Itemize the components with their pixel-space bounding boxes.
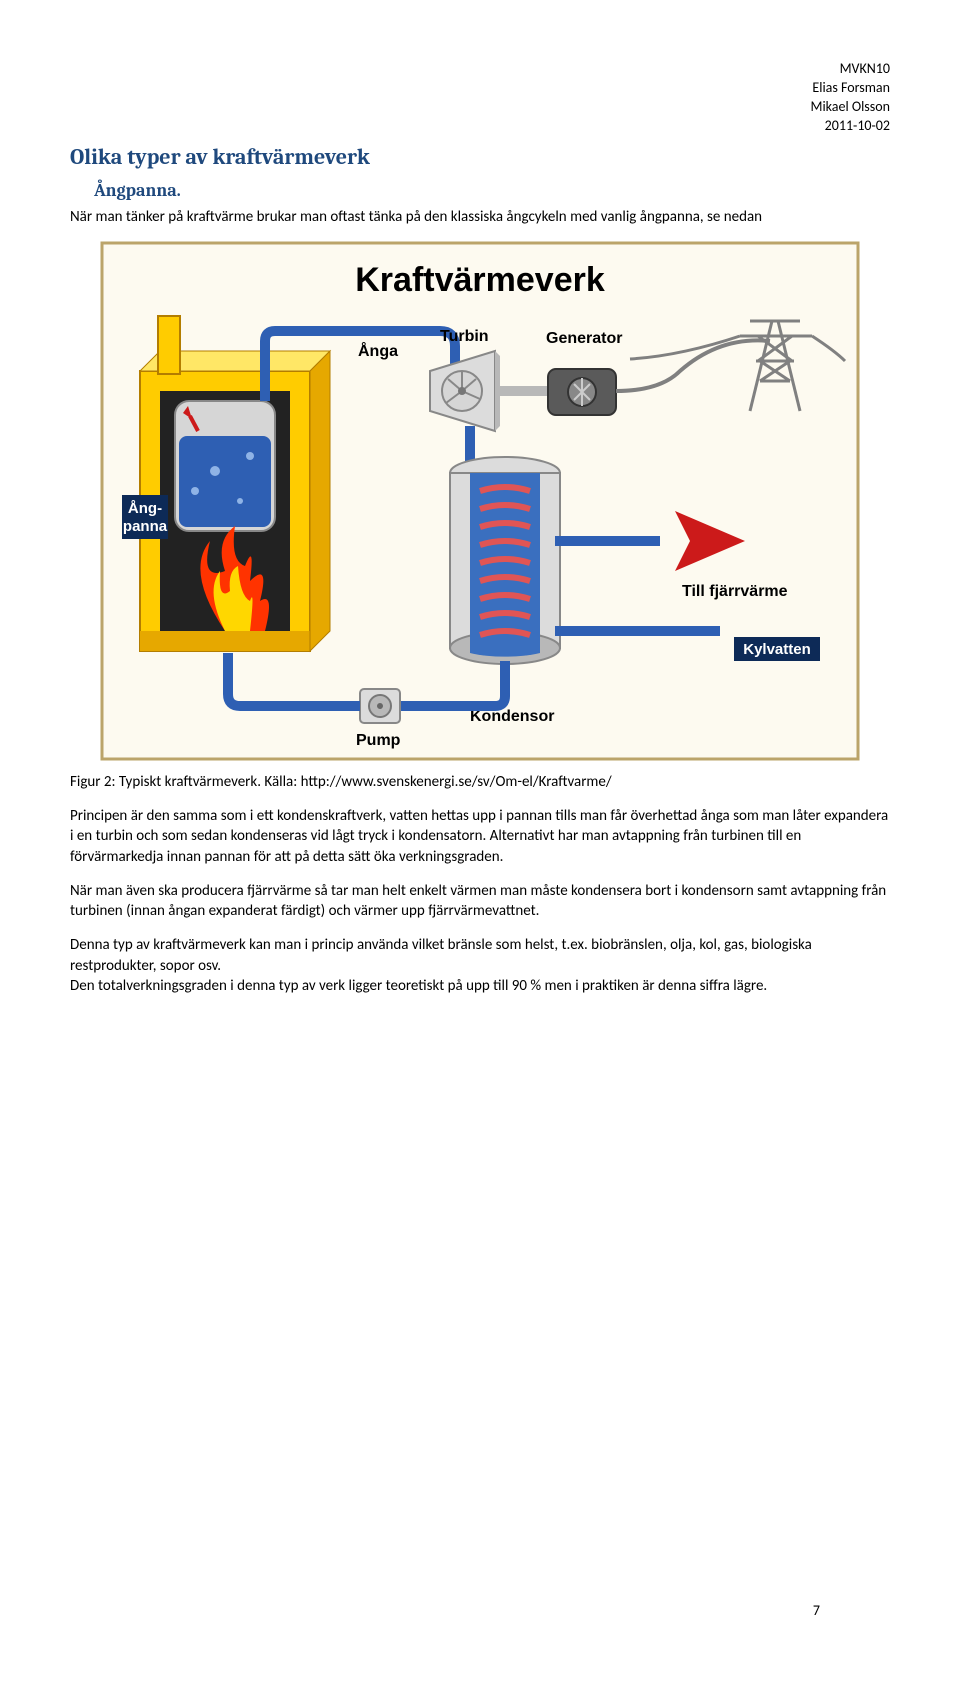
header-name2: Mikael Olsson	[70, 98, 890, 117]
fjarrvarme-label: Till fjärrvärme	[682, 583, 788, 600]
intro-paragraph: När man tänker på kraftvärme brukar man …	[70, 207, 890, 227]
section-title: Olika typer av kraftvärmeverk	[70, 144, 890, 170]
body-paragraph-3: Denna typ av kraftvärmeverk kan man i pr…	[70, 935, 890, 996]
page-number: 7	[813, 1602, 820, 1619]
header-name1: Elias Forsman	[70, 79, 890, 98]
page-header: MVKN10 Elias Forsman Mikael Olsson 2011-…	[70, 60, 890, 136]
svg-text:Ång-: Ång-	[128, 500, 162, 517]
body-paragraph-1: Principen är den samma som i ett kondens…	[70, 806, 890, 867]
kylvatten-label-panel: Kylvatten	[734, 637, 820, 661]
svg-text:panna: panna	[123, 518, 168, 535]
body-paragraph-2: När man även ska producera fjärrvärme så…	[70, 881, 890, 922]
boiler-icon	[140, 316, 330, 651]
generator-icon	[548, 369, 616, 415]
header-date: 2011-10-02	[70, 117, 890, 136]
subsection-title: Ångpanna.	[94, 180, 890, 201]
steam-label: Ånga	[358, 341, 398, 360]
turbine-label: Turbin	[440, 328, 489, 345]
generator-label: Generator	[546, 330, 622, 347]
body-3b: Den totalverkningsgraden i denna typ av …	[70, 977, 767, 995]
kraftvarmeverk-diagram: Kraftvärmeverk Ång- panna Ånga	[100, 241, 860, 761]
kondensor-icon	[450, 457, 560, 664]
boiler-label-panel: Ång- panna	[122, 495, 168, 539]
pump-icon	[360, 689, 400, 723]
body-3a: Denna typ av kraftvärmeverk kan man i pr…	[70, 936, 812, 974]
svg-text:Kylvatten: Kylvatten	[743, 641, 811, 658]
figure-container: Kraftvärmeverk Ång- panna Ånga	[100, 241, 860, 766]
header-course: MVKN10	[70, 60, 890, 79]
pump-label: Pump	[356, 732, 401, 749]
figure-caption: Figur 2: Typiskt kraftvärmeverk. Källa: …	[70, 772, 890, 792]
diagram-title: Kraftvärmeverk	[355, 261, 605, 299]
